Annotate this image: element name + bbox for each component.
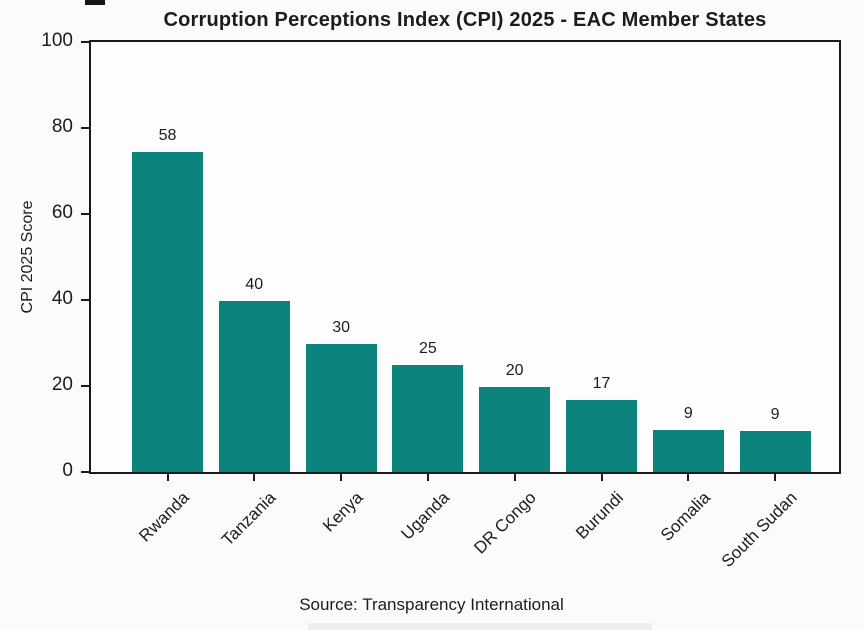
x-tick (166, 474, 169, 481)
bar (566, 400, 637, 472)
bar (479, 386, 551, 472)
bar-value-label: 17 (592, 375, 611, 393)
x-tick (687, 474, 690, 481)
x-category-label: Rwanda (135, 488, 193, 546)
y-tick-label: 40 (51, 288, 73, 309)
x-category-label: South Sudan (717, 488, 801, 571)
y-tick (81, 127, 89, 129)
bar-value-label: 58 (158, 126, 177, 144)
plot-area: 0 20 40 60 80 100 58 Rwanda 40 Tanzania 30 Kenya 25 U… (41, 30, 841, 571)
bar-value-label: 25 (418, 339, 437, 357)
x-category-label: Uganda (397, 488, 454, 544)
y-tick (81, 213, 89, 215)
y-tick (81, 299, 89, 301)
y-tick-label: 20 (51, 374, 73, 395)
bar-value-label: 40 (245, 275, 264, 293)
y-tick (81, 471, 89, 473)
x-tick (513, 474, 516, 481)
x-category-label: Tanzania (218, 488, 280, 550)
x-category-label: Burundi (572, 488, 627, 543)
x-category-label: Kenya (319, 488, 367, 536)
x-category-label: DR Congo (470, 488, 541, 558)
y-tick-label: 0 (62, 460, 73, 481)
x-tick (774, 474, 777, 481)
bar (305, 343, 377, 472)
source-caption: Source: Transparency International (299, 595, 564, 614)
bar (218, 300, 290, 472)
y-tick-label: 100 (41, 30, 73, 51)
bar-value-label: 20 (505, 361, 524, 379)
x-tick (426, 474, 429, 481)
bar-value-label: 9 (770, 406, 780, 424)
bar (652, 429, 724, 472)
y-tick-label: 80 (51, 116, 73, 137)
chart-title: Corruption Perceptions Index (CPI) 2025 … (163, 9, 767, 31)
bar-value-label: 30 (332, 318, 350, 336)
bar (392, 364, 464, 472)
y-tick-label: 60 (51, 202, 73, 223)
x-tick (253, 474, 256, 481)
bar-value-label: 9 (683, 404, 693, 422)
crop-artifact-bottom-strip (308, 623, 652, 630)
bar (739, 431, 811, 472)
bar (132, 151, 203, 472)
y-tick (81, 41, 89, 43)
x-tick (340, 474, 343, 481)
x-category-label: Somalia (656, 488, 714, 545)
crop-artifact-top-left (85, 0, 105, 5)
y-tick (81, 385, 89, 387)
x-tick (600, 474, 603, 481)
